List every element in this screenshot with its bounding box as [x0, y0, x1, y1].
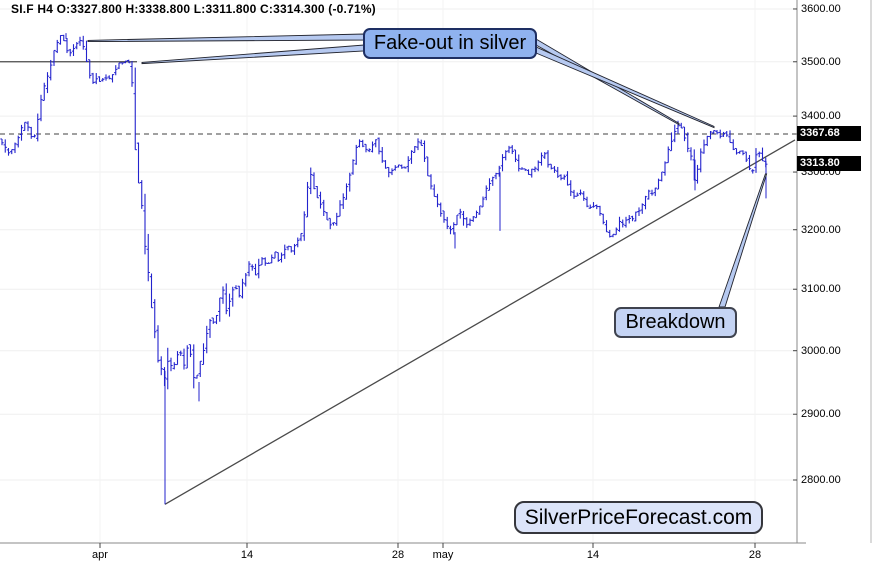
x-axis-label-28: 28 — [391, 549, 405, 561]
fakeout-leader-left-bottom[interactable] — [141, 44, 365, 65]
x-axis-label-28: 28 — [748, 549, 762, 561]
y-axis-label-2900: 2900.00 — [801, 408, 841, 421]
site-watermark: SilverPriceForecast.com — [514, 501, 763, 534]
symbol-header: SI.F H4 O:3327.800 H:3338.800 L:3311.800… — [11, 2, 376, 16]
breakdown-callout-label: Breakdown — [625, 311, 726, 333]
y-axis-label-3400: 3400.00 — [801, 110, 841, 123]
fakeout-callout[interactable]: Fake-out in silver — [363, 28, 537, 59]
fakeout-leader-right-2[interactable] — [535, 46, 715, 129]
price-tag-last-price: 3313.80 — [797, 156, 861, 172]
price-tag-resistance: 3367.68 — [797, 126, 861, 141]
y-axis-label-3200: 3200.00 — [801, 223, 841, 236]
y-axis-label-3500: 3500.00 — [801, 55, 841, 68]
breakdown-callout[interactable]: Breakdown — [614, 307, 737, 338]
ohlc-bars — [0, 33, 768, 505]
y-axis-label-3100: 3100.00 — [801, 283, 841, 296]
x-axis-label-14: 14 — [586, 549, 600, 561]
x-axis-label-may: may — [432, 549, 454, 561]
y-axis-label-3600: 3600.00 — [801, 2, 841, 15]
y-axis-label-3000: 3000.00 — [801, 344, 841, 357]
support-trendline[interactable] — [164, 139, 796, 505]
fakeout-callout-label: Fake-out in silver — [373, 32, 527, 54]
y-axis-label-2800: 2800.00 — [801, 474, 841, 486]
breakdown-leader[interactable] — [718, 173, 768, 308]
x-axis-label-apr: apr — [92, 549, 108, 561]
x-axis-label-14: 14 — [240, 549, 254, 561]
fakeout-leader-left-top[interactable] — [87, 33, 365, 43]
site-watermark-label: SilverPriceForecast.com — [524, 505, 753, 529]
